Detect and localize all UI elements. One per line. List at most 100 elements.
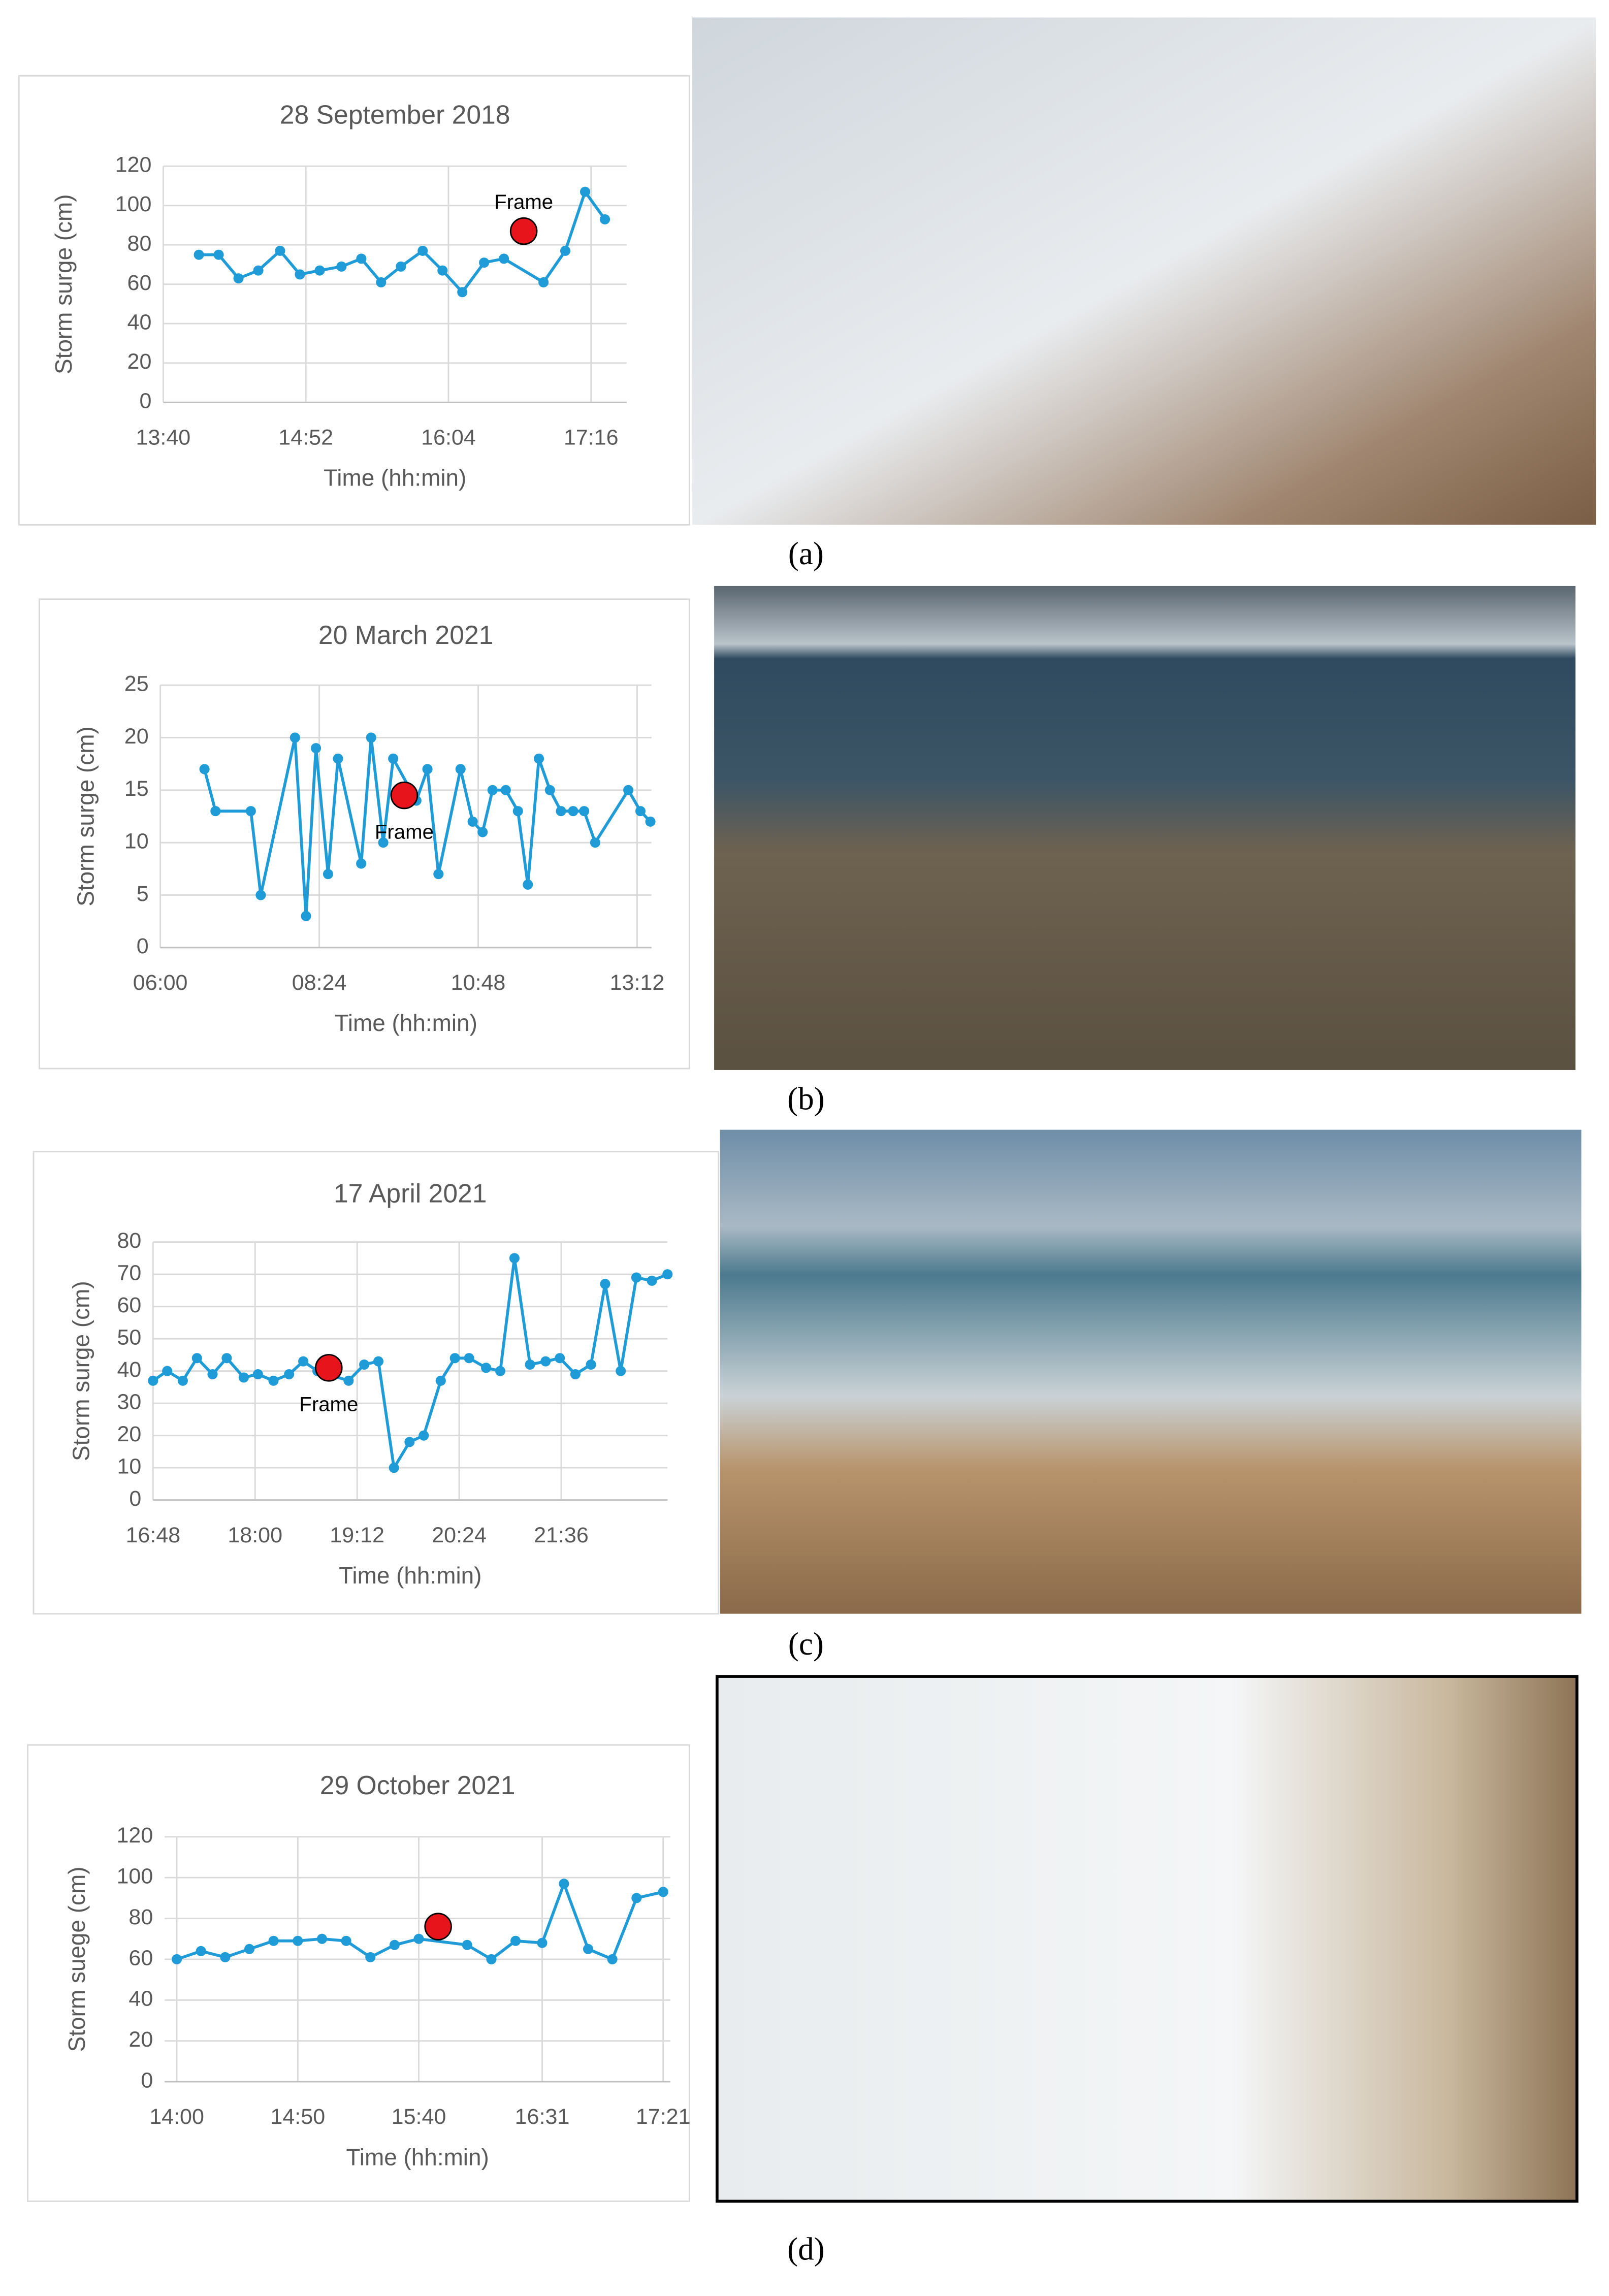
caption: (b) xyxy=(787,1081,825,1117)
frame-marker xyxy=(315,1354,343,1382)
data-point xyxy=(268,1935,279,1946)
photo xyxy=(714,586,1575,1070)
data-point xyxy=(323,869,334,880)
y-tick-label: 60 xyxy=(128,1946,153,1970)
data-point xyxy=(336,261,347,272)
data-point xyxy=(199,764,210,774)
chart-frame xyxy=(18,75,690,526)
x-tick-label: 13:12 xyxy=(610,971,665,995)
x-tick-label: 20:24 xyxy=(432,1523,487,1547)
data-point xyxy=(645,816,656,827)
data-point xyxy=(311,743,321,754)
y-tick-label: 50 xyxy=(117,1325,141,1350)
x-axis-label: Time (hh:min) xyxy=(346,2144,489,2170)
y-tick-label: 30 xyxy=(117,1390,141,1414)
data-point xyxy=(148,1375,158,1386)
chart-frame xyxy=(27,1744,690,2202)
y-tick-label: 60 xyxy=(117,1293,141,1317)
x-tick-label: 16:48 xyxy=(125,1523,180,1547)
x-tick-label: 17:16 xyxy=(564,425,619,449)
data-point xyxy=(356,858,367,869)
y-tick-label: 0 xyxy=(137,934,149,958)
data-point xyxy=(316,1933,327,1944)
frame-label: Frame xyxy=(299,1393,358,1416)
y-tick-label: 20 xyxy=(124,724,149,749)
data-point xyxy=(510,1935,521,1946)
data-point xyxy=(486,1954,497,1964)
data-point xyxy=(481,1363,492,1373)
data-point xyxy=(631,1893,642,1903)
data-point xyxy=(373,1356,384,1367)
data-point xyxy=(389,1939,400,1950)
data-point xyxy=(162,1366,173,1376)
data-point xyxy=(404,1437,415,1447)
data-point xyxy=(275,245,285,256)
data-point xyxy=(433,869,444,880)
data-point xyxy=(314,265,325,276)
data-point xyxy=(623,785,634,795)
data-point xyxy=(220,1952,231,1962)
data-point xyxy=(533,753,544,764)
y-tick-label: 20 xyxy=(127,349,152,374)
frame-marker xyxy=(390,781,419,810)
data-point xyxy=(419,1430,429,1441)
data-point xyxy=(422,764,433,774)
data-point xyxy=(191,1353,202,1364)
data-point xyxy=(662,1269,673,1280)
data-point xyxy=(600,1279,610,1289)
chart-title: 20 March 2021 xyxy=(318,620,494,650)
data-point xyxy=(544,785,555,795)
data-point xyxy=(537,1937,548,1948)
y-tick-label: 60 xyxy=(127,271,152,295)
data-point xyxy=(359,1359,370,1370)
data-point xyxy=(495,1366,506,1376)
y-tick-label: 120 xyxy=(116,1823,153,1848)
data-point xyxy=(210,806,221,817)
y-tick-label: 120 xyxy=(115,153,152,177)
y-tick-label: 80 xyxy=(128,1905,153,1929)
data-point xyxy=(221,1353,232,1364)
data-point xyxy=(590,837,600,848)
data-point xyxy=(635,806,646,817)
data-point xyxy=(298,1356,309,1367)
data-point xyxy=(556,806,566,817)
data-point xyxy=(464,1353,474,1364)
x-tick-label: 13:40 xyxy=(136,425,191,449)
data-point xyxy=(455,764,466,774)
caption: (d) xyxy=(787,2231,825,2267)
y-axis-label: Storm surge (cm) xyxy=(72,726,99,907)
data-point xyxy=(389,1463,399,1473)
data-point xyxy=(284,1369,295,1380)
x-tick-label: 06:00 xyxy=(133,971,188,995)
y-axis-label: Storm surge (cm) xyxy=(50,194,77,374)
series-line xyxy=(152,1257,668,1472)
data-point xyxy=(599,214,610,224)
frame-label: Frame xyxy=(375,820,434,843)
x-tick-label: 15:40 xyxy=(392,2105,446,2129)
data-point xyxy=(457,287,468,298)
data-point xyxy=(437,265,448,276)
data-point xyxy=(245,806,256,817)
y-tick-label: 0 xyxy=(141,2068,153,2092)
data-point xyxy=(238,1372,249,1383)
chart-title: 17 April 2021 xyxy=(334,1178,487,1208)
y-axis-label: Storm suege (cm) xyxy=(63,1866,90,2052)
y-tick-label: 80 xyxy=(117,1228,141,1253)
x-tick-label: 10:48 xyxy=(451,971,506,995)
x-tick-label: 14:50 xyxy=(270,2105,325,2129)
data-point xyxy=(580,186,591,197)
x-tick-label: 21:36 xyxy=(534,1523,589,1547)
data-point xyxy=(467,816,478,827)
data-point xyxy=(579,806,590,817)
data-point xyxy=(523,879,533,890)
photo xyxy=(692,17,1596,525)
data-point xyxy=(647,1275,657,1286)
data-point xyxy=(509,1253,520,1264)
data-point xyxy=(333,753,343,764)
y-tick-label: 100 xyxy=(116,1864,153,1889)
x-axis-label: Time (hh:min) xyxy=(324,465,466,491)
caption: (c) xyxy=(788,1626,824,1662)
data-point xyxy=(477,827,488,837)
photo xyxy=(720,1129,1582,1614)
